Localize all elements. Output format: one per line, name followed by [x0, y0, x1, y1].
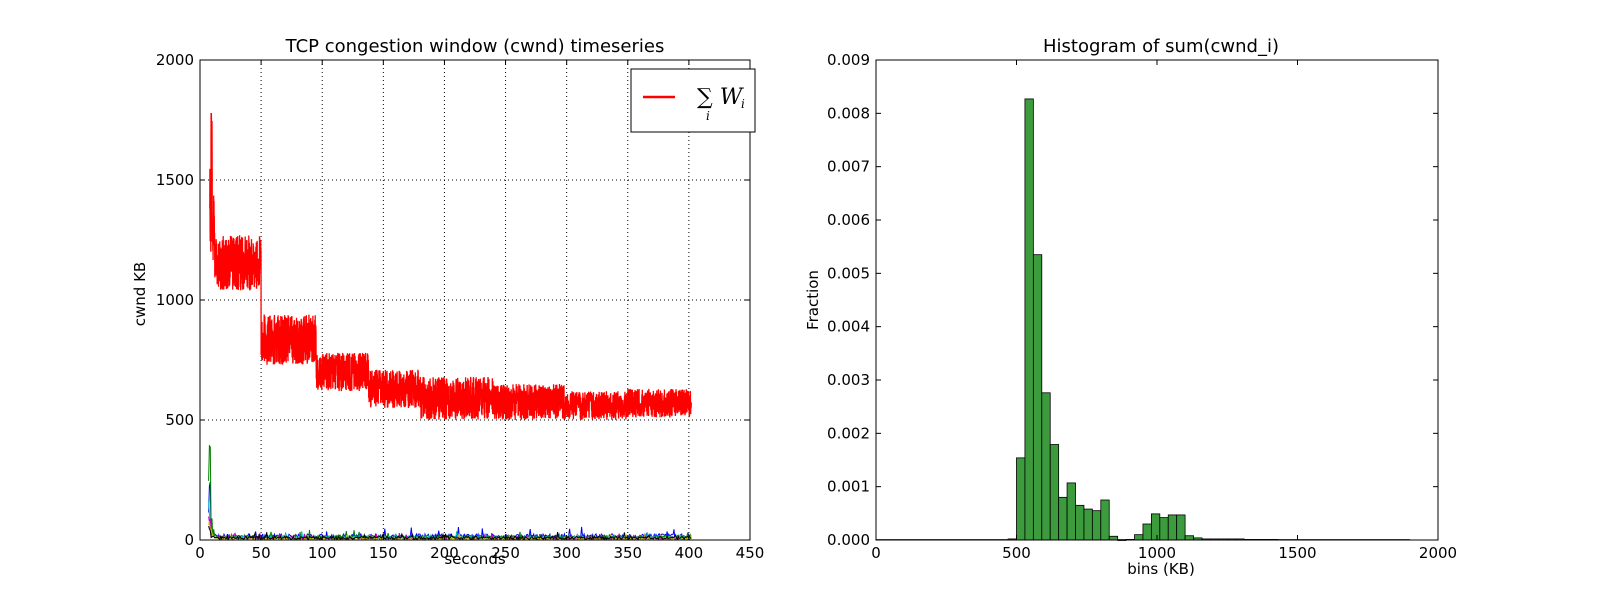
histogram-axes: 0 500 1000 1500 2000 0.000 0.001 0.002 0.003 0.00… — [827, 51, 1457, 562]
histogram-bar — [1142, 523, 1152, 541]
histogram-ytick-label: 0.007 — [827, 158, 870, 176]
histogram-xtick-label: 2000 — [1419, 544, 1457, 562]
legend-label-index: i — [706, 109, 710, 123]
cwnd-histogram-chart: Histogram of sum(cwnd_i) bins (KB) Fract… — [804, 36, 1457, 578]
cwnd-flow-series-line — [208, 525, 692, 542]
cwnd-xtick-label: 400 — [675, 544, 704, 562]
cwnd-ytick-label: 1000 — [156, 291, 194, 309]
histogram-ytick-label: 0.001 — [827, 478, 870, 496]
cwnd-xtick-label: 150 — [369, 544, 398, 562]
histogram-bar — [1091, 510, 1102, 541]
cwnd-xtick-label: 50 — [252, 544, 271, 562]
histogram-bar — [1016, 457, 1026, 541]
legend-label-subscript: i — [741, 97, 745, 111]
cwnd-chart-title: TCP congestion window (cwnd) timeseries — [285, 36, 665, 57]
histogram-ytick-label: 0.008 — [827, 104, 870, 122]
cwnd-chart-axes: 0 50 100 150 200 250 300 350 400 450 0 500 1000 1500 2… — [156, 51, 765, 562]
cwnd-chart-ylabel: cwnd KB — [131, 262, 149, 326]
histogram-bar — [1024, 98, 1034, 541]
cwnd-ytick-label: 1500 — [156, 171, 194, 189]
cwnd-flow-series-line — [208, 500, 692, 542]
histogram-ytick-label: 0.003 — [827, 371, 870, 389]
histogram-frame — [875, 59, 1439, 541]
histogram-xlabel: bins (KB) — [1127, 560, 1195, 578]
cwnd-chart-xlabel: seconds — [444, 550, 505, 568]
histogram-bar — [1075, 504, 1085, 541]
histogram-bar — [1058, 496, 1068, 541]
histogram-title: Histogram of sum(cwnd_i) — [1043, 36, 1279, 57]
histogram-ytick-label: 0.006 — [827, 211, 870, 229]
histogram-xtick-label: 1000 — [1138, 544, 1176, 562]
histogram-bar — [1167, 514, 1178, 541]
histogram-xtick-label: 1500 — [1278, 544, 1316, 562]
histogram-bar — [1159, 517, 1169, 541]
cwnd-xtick-label: 200 — [430, 544, 459, 562]
histogram-ytick-label: 0.005 — [827, 264, 870, 282]
cwnd-ytick-label: 500 — [165, 411, 194, 429]
histogram-ytick-label: 0.009 — [827, 51, 870, 69]
histogram-bar — [1184, 535, 1194, 541]
cwnd-ytick-label: 2000 — [156, 51, 194, 69]
histogram-bar — [1049, 444, 1060, 541]
cwnd-xtick-label: 0 — [195, 544, 205, 562]
histogram-ytick-label: 0.000 — [827, 531, 870, 549]
histogram-bar — [1108, 535, 1119, 541]
cwnd-chart-legend: ∑ W i i — [630, 68, 756, 133]
histogram-bar — [1100, 499, 1110, 541]
cwnd-xtick-label: 250 — [491, 544, 520, 562]
cwnd-ytick-label: 0 — [184, 531, 194, 549]
histogram-bar — [1083, 508, 1093, 541]
cwnd-xtick-label: 450 — [736, 544, 765, 562]
histogram-bar — [1176, 514, 1186, 541]
cwnd-sum-series-line — [209, 112, 692, 421]
histogram-ylabel: Fraction — [804, 270, 822, 330]
histogram-bar — [1150, 513, 1161, 541]
cwnd-chart-frame — [199, 59, 751, 541]
histogram-xtick-label: 500 — [1002, 544, 1031, 562]
histogram-ytick-label: 0.004 — [827, 318, 870, 336]
histogram-bar — [1134, 534, 1144, 541]
cwnd-xtick-label: 300 — [552, 544, 581, 562]
cwnd-xtick-label: 350 — [613, 544, 642, 562]
histogram-ytick-label: 0.002 — [827, 424, 870, 442]
cwnd-chart-plot-area — [208, 112, 692, 542]
cwnd-xtick-label: 100 — [308, 544, 337, 562]
cwnd-timeseries-chart: TCP congestion window (cwnd) timeseries … — [131, 36, 764, 568]
legend-label-sum-w: ∑ W — [697, 85, 745, 110]
histogram-bar — [1066, 482, 1076, 541]
histogram-xtick-label: 0 — [871, 544, 881, 562]
legend-box — [630, 68, 756, 133]
histogram-bar — [1041, 392, 1051, 541]
histogram-bar — [1032, 254, 1043, 541]
